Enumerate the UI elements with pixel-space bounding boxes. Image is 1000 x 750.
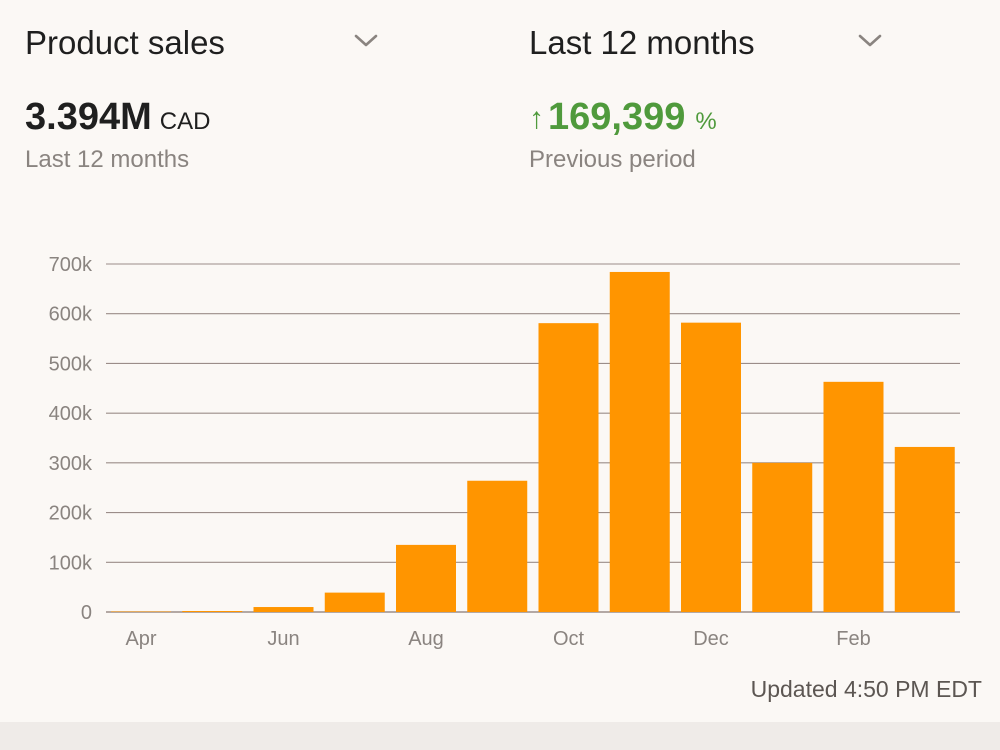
change-value: 169,399 bbox=[548, 96, 686, 138]
footer-strip bbox=[0, 722, 1000, 750]
bar-may[interactable] bbox=[182, 611, 243, 612]
bar-dec[interactable] bbox=[681, 322, 741, 612]
currency-unit: CAD bbox=[159, 108, 211, 135]
y-tick-label: 700k bbox=[49, 254, 93, 276]
y-tick-label: 400k bbox=[49, 403, 93, 425]
bar-feb[interactable] bbox=[823, 381, 884, 612]
bar-oct[interactable] bbox=[538, 323, 599, 612]
bar-sep[interactable] bbox=[467, 480, 528, 612]
bar-nov[interactable] bbox=[609, 271, 670, 612]
chevron-down-icon bbox=[858, 34, 882, 47]
bar-aug[interactable] bbox=[396, 544, 456, 612]
total-sales-caption: Last 12 months bbox=[25, 146, 190, 173]
y-tick-label: 500k bbox=[49, 353, 93, 375]
metric-selector-label: Product sales bbox=[25, 24, 225, 61]
x-tick-label: Apr bbox=[125, 628, 156, 650]
y-tick-label: 200k bbox=[49, 503, 93, 525]
sales-bar-chart: 0 100k 200k 300k 400k 500k 600k 700k Apr Jun Aug O… bbox=[49, 254, 960, 650]
period-selector[interactable]: Last 12 months bbox=[529, 18, 889, 68]
change-kpi: ↑ 169,399 % bbox=[529, 96, 717, 139]
x-tick-label: Oct bbox=[553, 628, 585, 650]
x-tick-label: Feb bbox=[836, 628, 870, 650]
bar-jul[interactable] bbox=[324, 592, 385, 612]
y-tick-label: 0 bbox=[81, 602, 92, 624]
updated-timestamp: Updated 4:50 PM EDT bbox=[750, 676, 982, 702]
metric-selector[interactable]: Product sales bbox=[25, 18, 385, 68]
total-sales-kpi: 3.394M CAD bbox=[25, 96, 210, 139]
change-unit: % bbox=[695, 108, 717, 135]
arrow-up-icon: ↑ bbox=[529, 102, 544, 135]
y-tick-label: 300k bbox=[49, 453, 93, 475]
x-tick-label: Aug bbox=[408, 628, 444, 650]
change-caption: Previous period bbox=[529, 146, 696, 173]
bar-jun[interactable] bbox=[253, 607, 314, 612]
period-selector-label: Last 12 months bbox=[529, 24, 755, 61]
x-tick-label: Dec bbox=[693, 628, 729, 650]
y-tick-label: 100k bbox=[49, 552, 93, 574]
y-tick-label: 600k bbox=[49, 304, 93, 326]
x-tick-label: Jun bbox=[267, 628, 299, 650]
chevron-down-icon bbox=[354, 34, 378, 47]
total-sales-value: 3.394M bbox=[25, 96, 152, 138]
bar-mar[interactable] bbox=[894, 446, 955, 612]
bar-jan[interactable] bbox=[752, 462, 813, 612]
